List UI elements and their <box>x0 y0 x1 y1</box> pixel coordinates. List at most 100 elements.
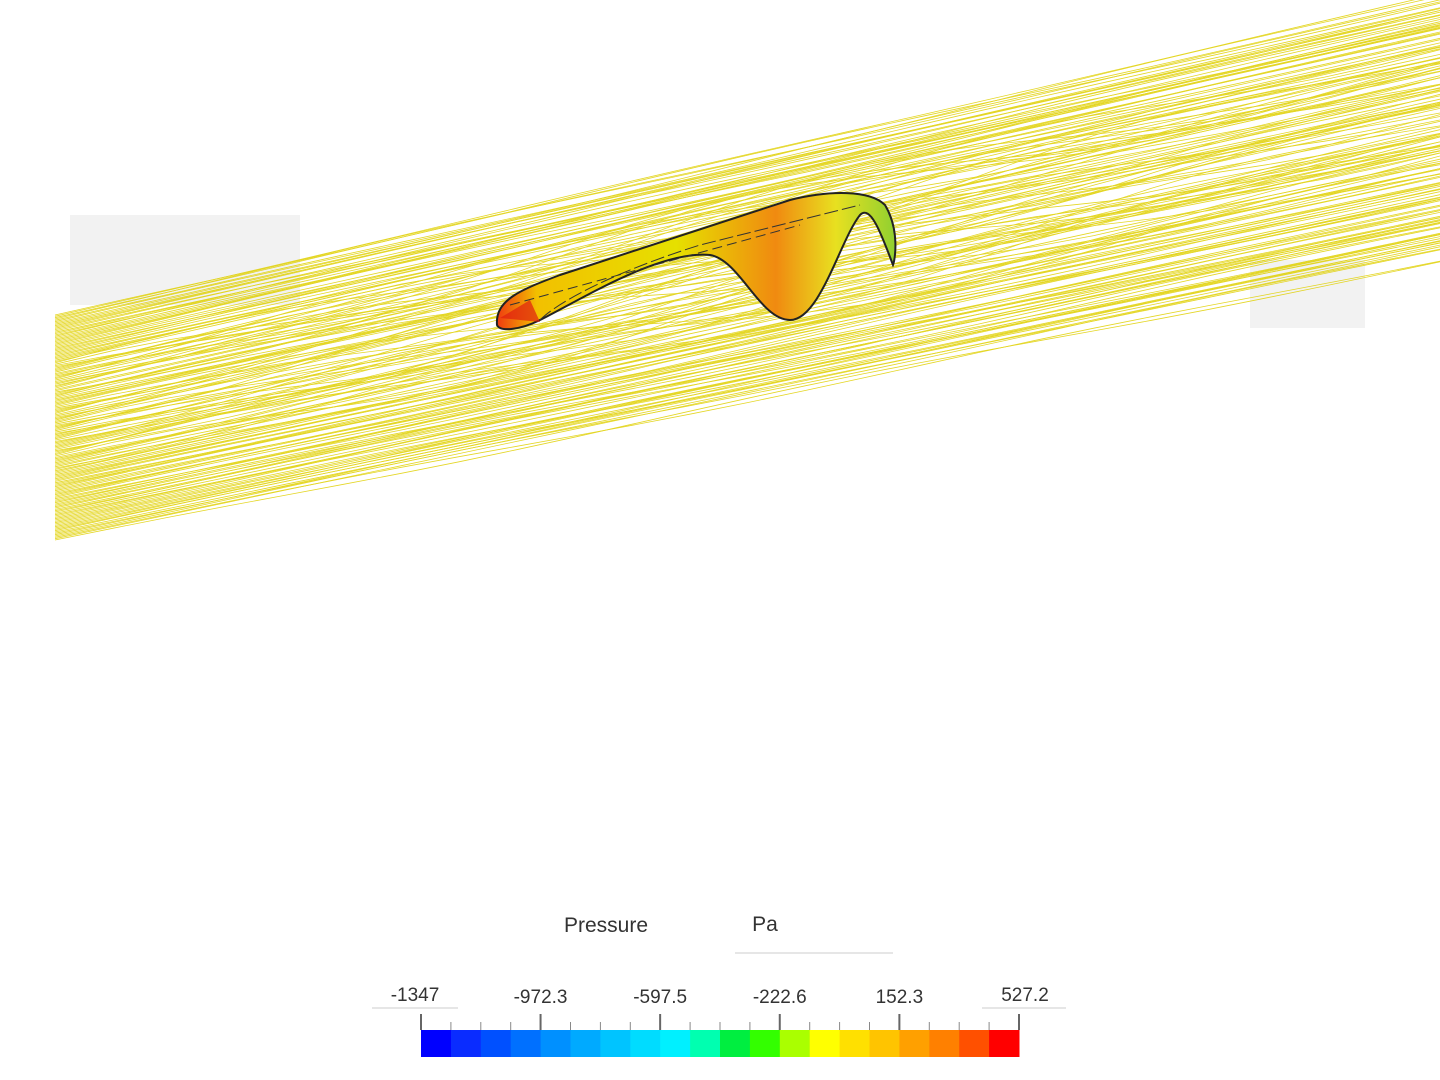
color-step <box>510 1030 542 1057</box>
streamline <box>54 215 1440 506</box>
streamline <box>54 37 1440 348</box>
streamline <box>54 236 1440 525</box>
streamline <box>54 248 1440 537</box>
legend: Pressure Pa -1347 -972.3 -597.5 -222.6 152.3… <box>372 913 1066 1057</box>
streamline <box>54 168 1440 468</box>
streamline <box>54 177 1440 474</box>
streamline <box>54 249 1440 534</box>
streamline <box>54 158 1440 464</box>
streamline <box>54 145 1440 445</box>
color-step <box>869 1030 900 1057</box>
streamline <box>54 219 1440 508</box>
streamline <box>54 27 1440 345</box>
streamline <box>54 119 1440 421</box>
color-step <box>779 1030 811 1057</box>
tick-label: 527.2 <box>1001 985 1049 1006</box>
streamline <box>54 188 1440 485</box>
streamline <box>54 144 1440 440</box>
streamline <box>54 182 1440 480</box>
streamline <box>54 173 1440 470</box>
panel-line <box>539 204 861 321</box>
streamline <box>54 0 1425 320</box>
streamline <box>54 199 1440 498</box>
streamline <box>54 232 1440 526</box>
streamline <box>54 164 1440 469</box>
streamline <box>54 10 1440 332</box>
streamline <box>54 22 1440 344</box>
color-step <box>540 1030 571 1057</box>
color-step <box>570 1030 601 1057</box>
car-model <box>495 192 897 331</box>
streamline <box>54 7 1440 321</box>
streamline <box>54 210 1440 509</box>
streamline <box>54 240 1440 536</box>
color-step <box>450 1030 482 1057</box>
streamlines <box>54 0 1440 541</box>
streamline <box>54 1 1440 319</box>
streamline <box>54 2 1440 323</box>
streamline <box>54 186 1440 488</box>
tick-label: 152.3 <box>876 987 924 1008</box>
streamline <box>54 173 1440 476</box>
color-step <box>839 1030 870 1057</box>
streamline <box>54 162 1440 452</box>
streamline <box>54 234 1440 532</box>
streamline <box>54 14 1440 328</box>
color-step <box>660 1030 691 1057</box>
streamline <box>54 194 1440 492</box>
streamline <box>54 220 1440 518</box>
streamline <box>54 135 1440 444</box>
streamline <box>54 148 1440 450</box>
color-step <box>690 1030 721 1057</box>
streamline <box>54 204 1440 504</box>
streamline <box>54 39 1440 352</box>
streamline <box>54 17 1440 337</box>
streamline <box>54 221 1440 513</box>
streamline <box>54 49 1440 364</box>
color-step <box>720 1030 751 1057</box>
car-body <box>495 192 897 331</box>
watermark-shape <box>1250 260 1365 328</box>
streamline <box>54 227 1440 520</box>
color-step <box>749 1030 781 1057</box>
streamline <box>54 182 1440 482</box>
streamline <box>54 220 1440 505</box>
streamline <box>54 261 1440 541</box>
streamline <box>54 63 1440 368</box>
color-step <box>809 1030 841 1057</box>
streamline <box>54 196 1440 493</box>
streamline <box>54 206 1440 501</box>
streamline <box>54 246 1440 540</box>
streamline <box>54 47 1440 354</box>
nose-patch <box>500 300 540 322</box>
streamline <box>54 238 1440 521</box>
streamline <box>54 141 1440 438</box>
streamline <box>54 61 1440 374</box>
streamline <box>54 169 1440 460</box>
color-step <box>630 1030 661 1057</box>
panel-line <box>509 224 801 306</box>
color-step <box>959 1030 990 1057</box>
streamline <box>54 188 1440 489</box>
streamline <box>54 57 1440 376</box>
streamline <box>54 8 1440 329</box>
streamline <box>54 10 1440 325</box>
color-step <box>899 1030 930 1057</box>
color-step <box>480 1030 512 1057</box>
color-step <box>421 1030 452 1057</box>
streamline <box>54 217 1440 510</box>
tick-label: -972.3 <box>514 987 568 1008</box>
streamline <box>54 135 1440 429</box>
streamline <box>54 244 1440 533</box>
legend-unit: Pa <box>752 913 778 936</box>
color-step <box>989 1030 1020 1057</box>
tick-label: -1347 <box>391 985 440 1006</box>
tick-label: -597.5 <box>633 987 687 1008</box>
color-step <box>600 1030 631 1057</box>
legend-title: Pressure <box>564 914 648 937</box>
color-step <box>929 1030 960 1057</box>
streamline <box>54 48 1440 360</box>
streamline <box>54 155 1440 457</box>
